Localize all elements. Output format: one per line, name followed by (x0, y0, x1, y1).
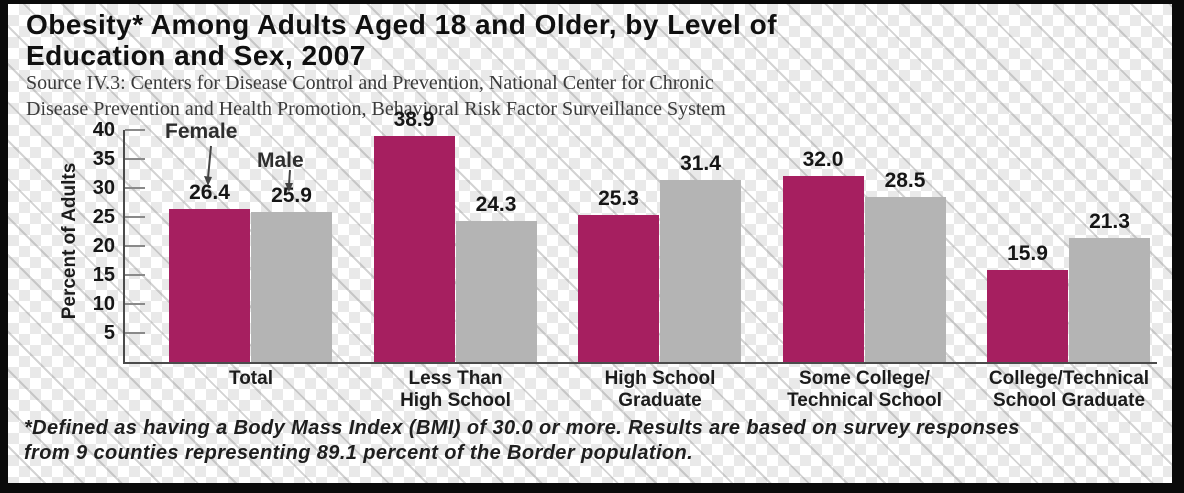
y-tick-label-25: 25 (92, 206, 115, 228)
male-bar-5 (1069, 238, 1150, 362)
female-value-label-3: 25.3 (598, 187, 639, 211)
y-tick-label-35: 35 (92, 148, 115, 170)
category-label-line: High School (400, 390, 511, 411)
y-tick-label-10: 10 (92, 293, 115, 315)
category-label-3: High School Graduate (535, 368, 785, 412)
male-value-label-1: 25.9 (271, 183, 312, 207)
male-value-label-2: 24.3 (475, 193, 517, 217)
category-label-line: Graduate (618, 390, 702, 411)
plot-area: 5 10 15 20 25 30 35 40 26.4 25.9 Total 38.9 24.3 Less… (93, 108, 1157, 411)
category-label-line: Technical School (787, 390, 942, 411)
male-bar-3 (660, 179, 741, 362)
y-tick-25 (125, 216, 145, 218)
chart-source-line2: Disease Prevention and Health Promotion,… (26, 98, 726, 120)
chart-title-line1: Obesity* Among Adults Aged 18 and Older,… (26, 9, 778, 40)
chart-footnote: *Defined as having a Body Mass Index (BM… (24, 416, 1164, 466)
category-label-line: Less Than (408, 368, 503, 389)
footnote-line1: *Defined as having a Body Mass Index (BM… (24, 417, 1020, 439)
chart-canvas: Obesity* Among Adults Aged 18 and Older,… (8, 4, 1172, 483)
female-bar-3 (578, 215, 659, 362)
female-bar-5 (987, 269, 1068, 362)
footnote-line2: from 9 counties representing 89.1 percen… (24, 442, 694, 464)
category-label-1: Total (126, 368, 376, 390)
y-tick-label-20: 20 (92, 235, 115, 257)
male-bar-2 (455, 221, 537, 362)
y-tick-30 (125, 187, 145, 189)
female-value-label-2: 38.9 (393, 108, 435, 132)
category-label-2: Less Than High School (331, 368, 581, 412)
y-tick-label-15: 15 (92, 264, 115, 286)
chart-title: Obesity* Among Adults Aged 18 and Older,… (26, 9, 1036, 71)
male-bar-1 (251, 211, 332, 362)
y-tick-20 (125, 245, 145, 247)
male-value-label-4: 28.5 (884, 168, 926, 192)
male-value-label-5: 21.3 (1089, 210, 1130, 234)
chart-source-line1: Source IV.3: Centers for Disease Control… (26, 72, 714, 94)
y-tick-35 (125, 158, 145, 160)
category-label-line: School Graduate (992, 390, 1146, 411)
category-label-4: Some College/Technical School (740, 368, 990, 412)
y-tick-label-5: 5 (103, 322, 115, 344)
male-arrow-icon (285, 169, 293, 192)
female-value-label-4: 32.0 (802, 148, 844, 172)
female-value-label-5: 15.9 (1007, 241, 1048, 265)
female-bar-2 (373, 136, 455, 362)
category-label-line: Some College/ (799, 368, 930, 389)
y-tick-15 (125, 274, 145, 276)
chart-source-note: Source IV.3: Centers for Disease Control… (26, 70, 1086, 122)
category-label-5: College/Technical School Graduate (944, 368, 1172, 412)
y-tick-label-40: 40 (92, 119, 115, 141)
male-value-label-3: 31.4 (680, 151, 721, 175)
category-label-line: College/Technical (988, 368, 1150, 389)
y-tick-10 (125, 303, 145, 305)
female-bar-4 (782, 176, 864, 362)
y-tick-40 (125, 129, 145, 131)
female-arrow-icon (204, 145, 212, 186)
category-label-line: Total (229, 368, 273, 389)
legend-male-label: Male (257, 149, 304, 172)
legend-female-label: Female (165, 120, 238, 143)
category-label-line: High School (604, 368, 716, 389)
female-value-label-1: 26.4 (189, 180, 230, 204)
female-bar-1 (169, 208, 250, 362)
male-bar-4 (864, 196, 946, 362)
y-tick-label-30: 30 (92, 177, 115, 199)
y-tick-5 (125, 332, 145, 334)
chart-title-line2: Education and Sex, 2007 (26, 40, 366, 71)
